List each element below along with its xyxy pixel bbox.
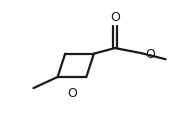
Text: O: O	[110, 11, 120, 24]
Text: O: O	[67, 87, 77, 100]
Text: O: O	[145, 48, 155, 61]
